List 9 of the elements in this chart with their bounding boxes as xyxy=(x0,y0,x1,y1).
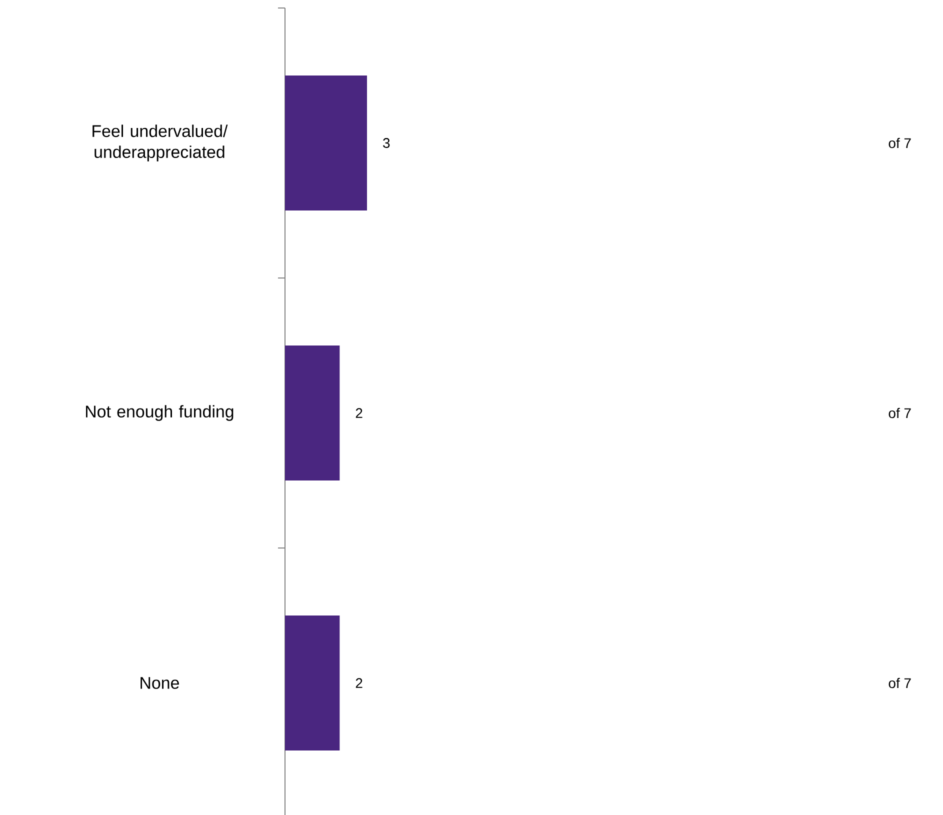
text: of 7 xyxy=(888,678,911,688)
data-label: 3 xyxy=(383,138,390,148)
y-tick-label: Not enough funding xyxy=(86,405,234,421)
text: of 7 xyxy=(888,408,911,418)
data-label: 2 xyxy=(356,408,362,418)
y-tick-label: Feel undervalued/ underappreciated xyxy=(92,124,228,162)
y-tick-label: None xyxy=(140,677,179,689)
text: of 7 xyxy=(888,138,911,148)
data-label: 2 xyxy=(356,678,362,688)
